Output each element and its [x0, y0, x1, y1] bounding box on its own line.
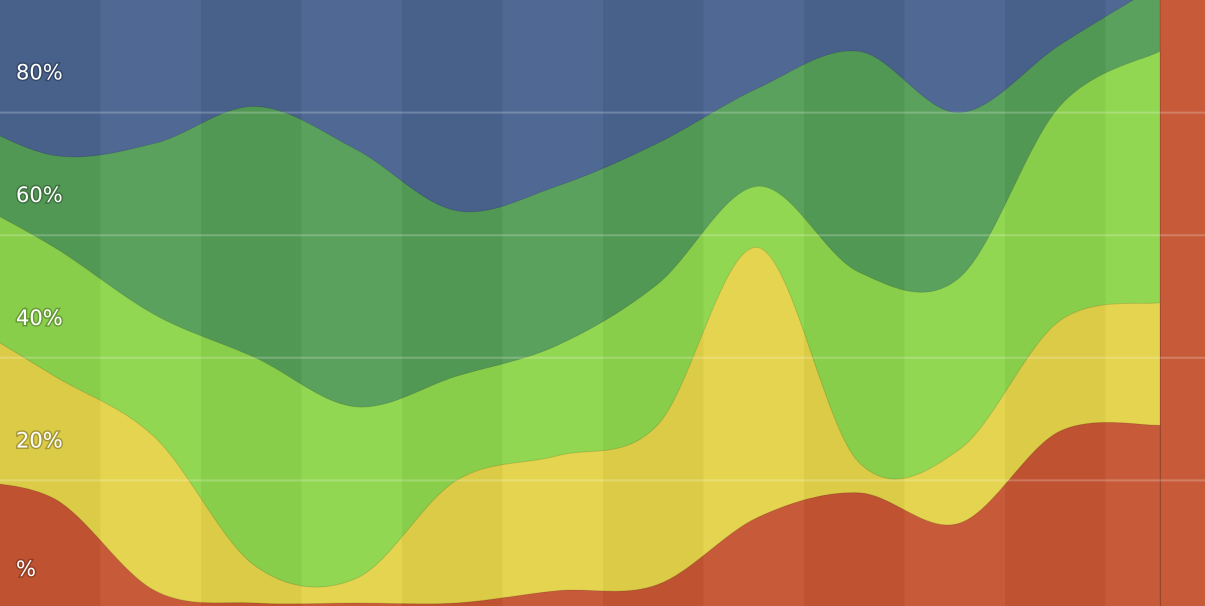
column-band — [302, 0, 403, 606]
column-band — [503, 0, 604, 606]
column-band — [603, 0, 704, 606]
y-tick-label: 40% — [16, 306, 63, 330]
column-band — [905, 0, 1006, 606]
column-band — [101, 0, 202, 606]
y-axis-ticks: % 20% 40% 60% 80% — [15, 59, 65, 582]
series-areas — [0, 0, 1161, 606]
y-tick-label: 80% — [16, 61, 63, 85]
column-band — [201, 0, 302, 606]
y-tick-label: 20% — [16, 428, 63, 452]
y-tick-label: % — [16, 557, 36, 581]
column-band — [1005, 0, 1106, 606]
series-area-1 — [0, 421, 1161, 606]
column-band — [804, 0, 905, 606]
column-band — [0, 0, 101, 606]
series-area-3 — [0, 50, 1161, 606]
column-band — [1106, 0, 1205, 606]
gridlines — [0, 111, 1205, 482]
y-tick-label: 60% — [16, 183, 63, 207]
column-band — [402, 0, 503, 606]
column-band — [704, 0, 805, 606]
